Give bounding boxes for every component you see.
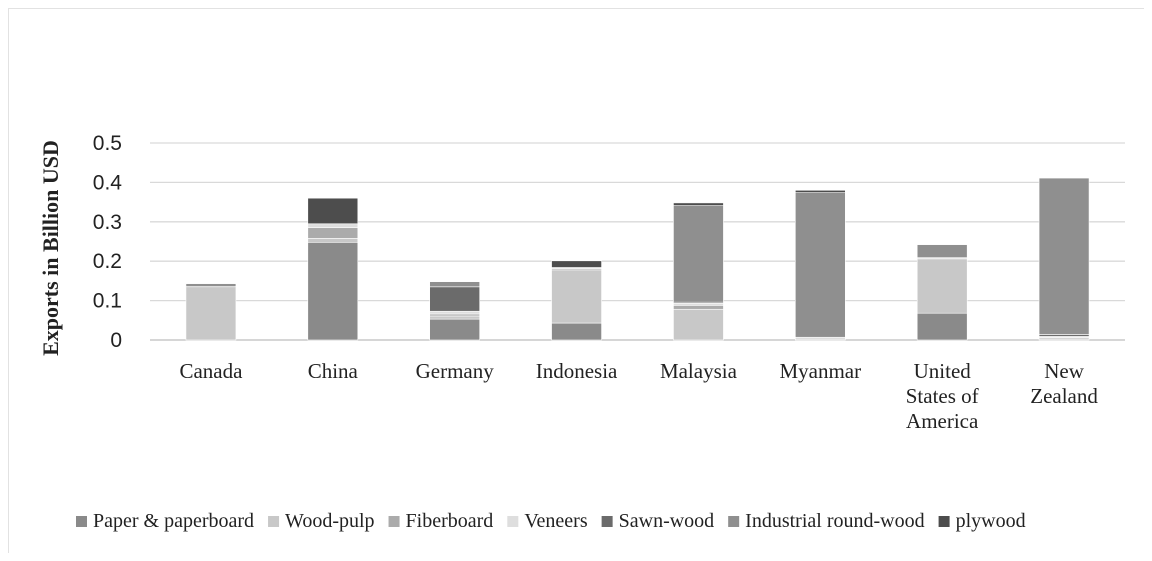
bar-segment xyxy=(307,241,359,341)
legend-swatch xyxy=(507,516,519,527)
legend-swatch xyxy=(601,516,613,527)
legend-swatch xyxy=(728,516,740,527)
y-tick-label: 0 xyxy=(110,329,122,352)
y-tick-label: 0.3 xyxy=(93,211,122,234)
legend-label: Industrial round-wood xyxy=(745,510,924,532)
bar-segment xyxy=(673,205,724,303)
bar-segment xyxy=(916,244,968,258)
x-tick-label: Myanmar xyxy=(779,359,861,383)
y-axis-ticks: 0 0.1 0.2 0.3 0.4 0.5 xyxy=(93,132,123,352)
x-tick-label: America xyxy=(906,409,979,433)
legend-label: Veneers xyxy=(524,510,588,532)
legend-label: Fiberboard xyxy=(406,510,494,532)
x-tick-label: United xyxy=(914,359,972,383)
x-tick-label: Zealand xyxy=(1030,384,1098,408)
bar-segment xyxy=(551,269,602,324)
bar-segment xyxy=(429,281,480,288)
bar-segment xyxy=(916,258,968,314)
legend-label: Wood-pulp xyxy=(285,510,375,532)
legend-swatch xyxy=(76,516,87,527)
bar-segment xyxy=(673,308,724,341)
x-tick-label: Indonesia xyxy=(536,359,618,383)
bar-segment xyxy=(795,336,846,341)
legend-swatch xyxy=(938,516,950,527)
bar-segment xyxy=(795,189,846,193)
x-tick-label: States of xyxy=(906,384,979,408)
bar-segment xyxy=(429,318,480,341)
legend-swatch xyxy=(268,516,280,527)
legend-label: Paper & paperboard xyxy=(93,510,254,532)
legend-swatch xyxy=(388,516,400,527)
bar-segment xyxy=(429,310,480,315)
legend-label: plywood xyxy=(956,510,1026,532)
y-tick-label: 0.5 xyxy=(93,132,122,155)
y-tick-label: 0.2 xyxy=(93,250,122,273)
bar-segment xyxy=(551,322,602,341)
y-tick-label: 0.4 xyxy=(93,171,123,194)
x-tick-label: Malaysia xyxy=(660,359,738,383)
bar-segment xyxy=(429,286,480,312)
x-tick-label: Germany xyxy=(416,359,495,383)
gridlines xyxy=(150,142,1125,341)
bar-segment xyxy=(673,202,724,206)
x-tick-label: Canada xyxy=(179,359,243,383)
bar-segment xyxy=(307,197,359,225)
bar-segment xyxy=(1038,177,1090,335)
bar-segment xyxy=(307,223,359,229)
bar-segment xyxy=(916,312,968,341)
y-tick-label: 0.1 xyxy=(93,290,122,313)
bar-segment xyxy=(185,287,237,341)
x-tick-label: China xyxy=(308,359,359,383)
y-axis-label: Exports in Billion USD xyxy=(38,140,63,356)
legend-label: Sawn-wood xyxy=(619,510,715,532)
bar-segment xyxy=(429,315,480,320)
bar-segment xyxy=(185,283,237,287)
bar-segment xyxy=(307,238,359,243)
x-tick-label: New xyxy=(1044,359,1084,383)
bar-segment xyxy=(795,192,846,338)
bar-segment xyxy=(551,260,602,268)
bar-segment xyxy=(307,227,359,239)
bars xyxy=(185,177,1090,341)
bar-segment xyxy=(673,305,724,310)
legend: Paper & paperboard Wood-pulp Fiberboard Ven… xyxy=(76,510,1026,532)
x-axis-ticks: Canada China Germany Indonesia Malaysia Myanm… xyxy=(179,359,1098,433)
